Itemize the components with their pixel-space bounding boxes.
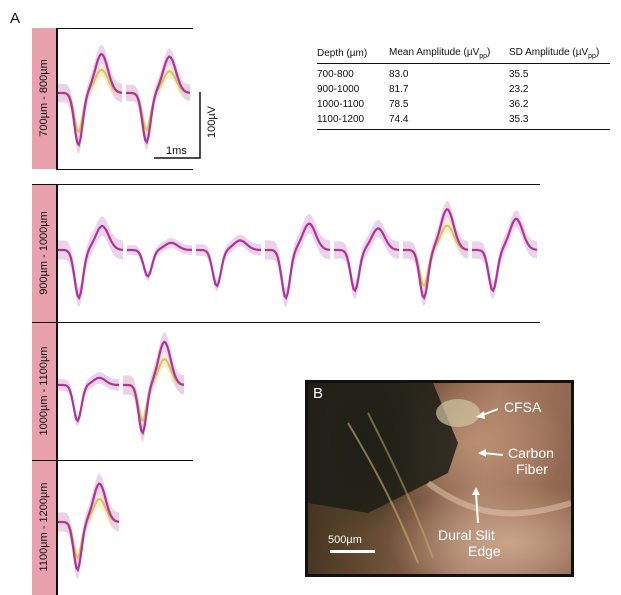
photo-overlay bbox=[308, 383, 571, 564]
time-scale-label: 1ms bbox=[166, 145, 187, 157]
arrow-dural-slit bbox=[475, 492, 479, 524]
depth-band-700-800 bbox=[32, 28, 56, 169]
separator-700-bottom bbox=[56, 169, 193, 170]
photo-dural-edge bbox=[426, 480, 571, 517]
photo-scale-bar bbox=[330, 550, 375, 553]
mean-waveform-line bbox=[265, 222, 331, 301]
table-row: 900-1000 81.7 23.2 bbox=[317, 84, 529, 95]
mean-waveform-line bbox=[58, 224, 124, 301]
mean-waveform-band bbox=[403, 200, 468, 307]
mean-waveform-band bbox=[196, 234, 261, 292]
separator-900-top bbox=[32, 184, 540, 185]
mean-waveform-line bbox=[334, 227, 400, 293]
axis-line-lower bbox=[56, 184, 58, 595]
amplitude-table: Depth (µm) Mean Amplitude (µVpp) SD Ampl… bbox=[317, 44, 610, 130]
mean-waveform-line bbox=[58, 482, 120, 573]
table-row: 1000-1100 78.5 36.2 bbox=[317, 99, 529, 110]
mean-waveform-line bbox=[58, 376, 120, 423]
separator-900-bottom bbox=[32, 322, 540, 323]
microscope-photo: B CFSA Carbon Fiber Dural Slit Edge 500µ… bbox=[305, 380, 574, 577]
photo-dark-region bbox=[308, 383, 458, 513]
mean-waveform-band bbox=[334, 219, 399, 300]
header-sd: SD Amplitude (µVpp) bbox=[509, 44, 610, 64]
mean-waveform-line bbox=[472, 217, 538, 293]
depth-band-1100-1200 bbox=[32, 460, 56, 595]
amplitude-scale-label: 100µV bbox=[206, 105, 218, 139]
mean-waveform-band bbox=[127, 238, 192, 282]
mean-waveform-band bbox=[58, 474, 119, 580]
mean-waveform-band bbox=[265, 214, 330, 308]
header-mean: Mean Amplitude (µVpp) bbox=[389, 44, 509, 64]
label-dural-slit: Dural Slit bbox=[438, 527, 495, 543]
photo-fiber-strand bbox=[347, 422, 419, 564]
label-fiber: Fiber bbox=[516, 461, 548, 477]
mean-waveform-band bbox=[58, 44, 122, 155]
mean-waveform-line bbox=[127, 241, 193, 278]
photo-scale-label: 500µm bbox=[328, 534, 362, 546]
arrow-carbon-fiber bbox=[482, 452, 504, 456]
mean-waveform-line bbox=[123, 340, 185, 436]
table-header-row: Depth (µm) Mean Amplitude (µVpp) SD Ampl… bbox=[317, 44, 610, 64]
arrowhead-dural-icon bbox=[472, 487, 480, 495]
label-cfsa: CFSA bbox=[504, 399, 542, 415]
label-edge: Edge bbox=[468, 543, 501, 559]
mean-waveform-band bbox=[58, 372, 119, 427]
table-row: 1100-1200 74.4 35.3 bbox=[317, 112, 610, 130]
photo-fiber-strand bbox=[367, 412, 434, 559]
separator-1000-bottom bbox=[32, 460, 193, 461]
header-depth: Depth (µm) bbox=[317, 44, 389, 64]
panel-b-label: B bbox=[313, 385, 324, 402]
photo-cfsa-region bbox=[436, 399, 480, 427]
label-carbon: Carbon bbox=[508, 445, 554, 461]
arrowhead-cfsa-icon bbox=[476, 411, 485, 419]
depth-band-1000-1100 bbox=[32, 322, 56, 460]
scale-bar bbox=[154, 92, 201, 159]
arrowhead-carbon-icon bbox=[478, 449, 486, 457]
table-row: 700-800 83.0 35.5 bbox=[317, 69, 529, 80]
mean-waveform-line bbox=[403, 207, 469, 301]
mean-waveform-line bbox=[126, 55, 191, 145]
mean-waveform-band bbox=[58, 216, 123, 308]
mean-waveform-line bbox=[58, 52, 123, 148]
depth-band-900-1000 bbox=[32, 184, 56, 322]
separator-top bbox=[56, 28, 193, 29]
mean-waveform-band bbox=[126, 48, 190, 151]
mean-waveform-line bbox=[196, 239, 261, 288]
axis-line-700-800 bbox=[56, 28, 58, 169]
mean-waveform-band bbox=[472, 210, 537, 300]
panel-a-label: A bbox=[10, 10, 21, 27]
